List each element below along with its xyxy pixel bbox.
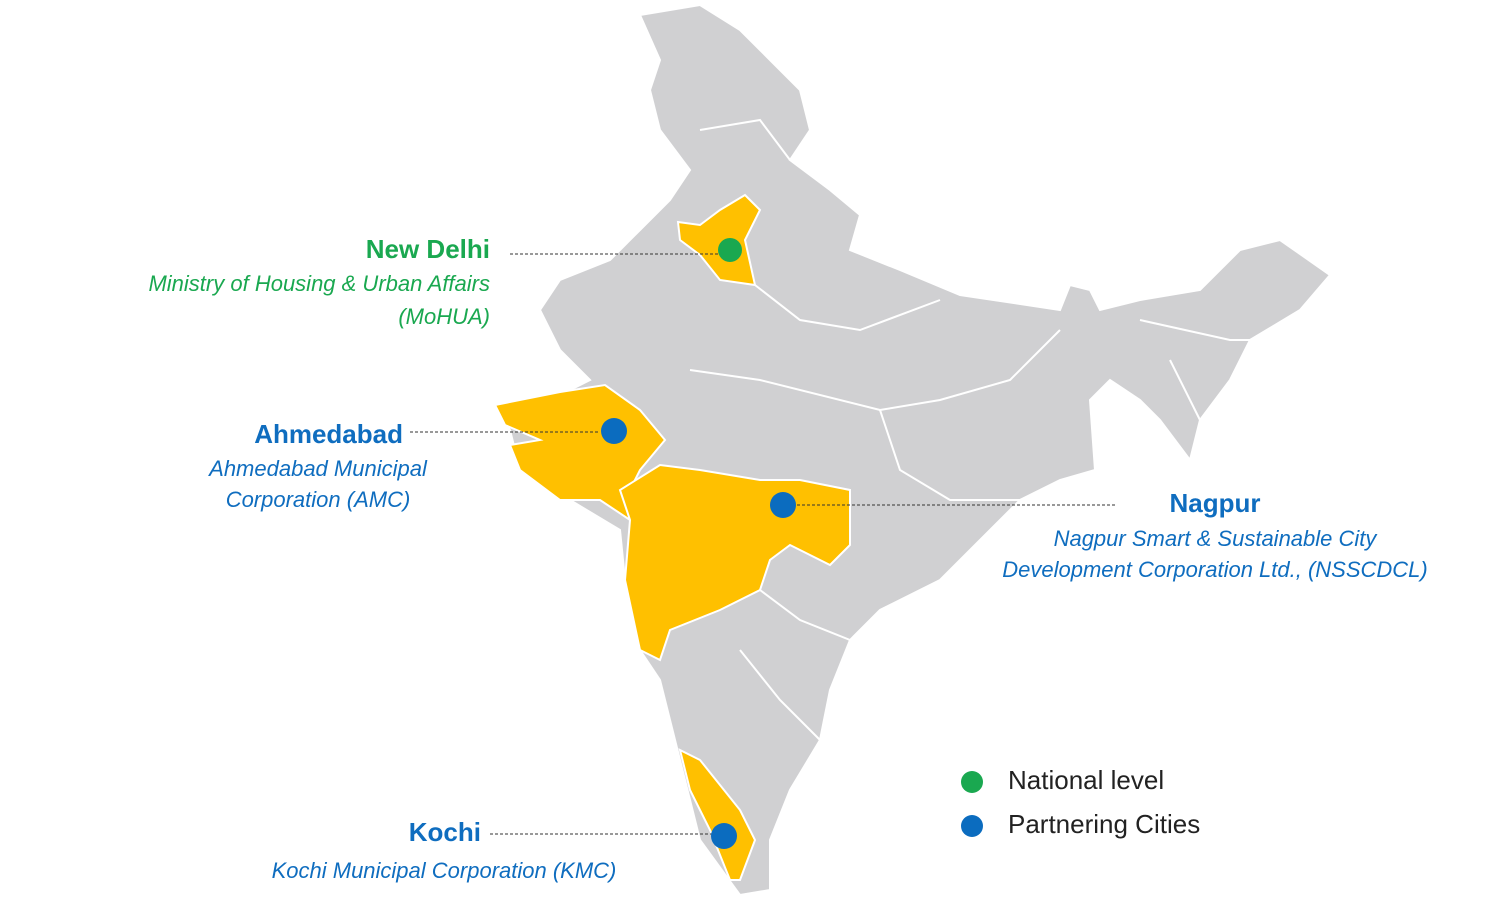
city-marker — [601, 418, 627, 444]
organization: Ministry of Housing & Urban Affairs — [148, 271, 490, 296]
legend-swatch — [961, 815, 983, 837]
legend-label: Partnering Cities — [1008, 809, 1200, 839]
location-name: Nagpur — [1170, 488, 1261, 518]
organization: Ahmedabad Municipal — [207, 456, 428, 481]
location-name: Kochi — [409, 817, 481, 847]
city-marker — [770, 492, 796, 518]
city-marker — [711, 823, 737, 849]
organization: (MoHUA) — [398, 304, 490, 329]
legend-swatch — [961, 771, 983, 793]
location-name: New Delhi — [366, 234, 490, 264]
state-borders — [689, 118, 1250, 741]
legend-label: National level — [1008, 765, 1164, 795]
organization: Nagpur Smart & Sustainable City — [1054, 526, 1379, 551]
organization: Kochi Municipal Corporation (KMC) — [272, 858, 617, 883]
national-marker — [718, 238, 742, 262]
organization: Corporation (AMC) — [226, 487, 411, 512]
highlighted-states — [493, 193, 851, 881]
location-name: Ahmedabad — [254, 419, 403, 449]
organization: Development Corporation Ltd., (NSSCDCL) — [1002, 557, 1428, 582]
